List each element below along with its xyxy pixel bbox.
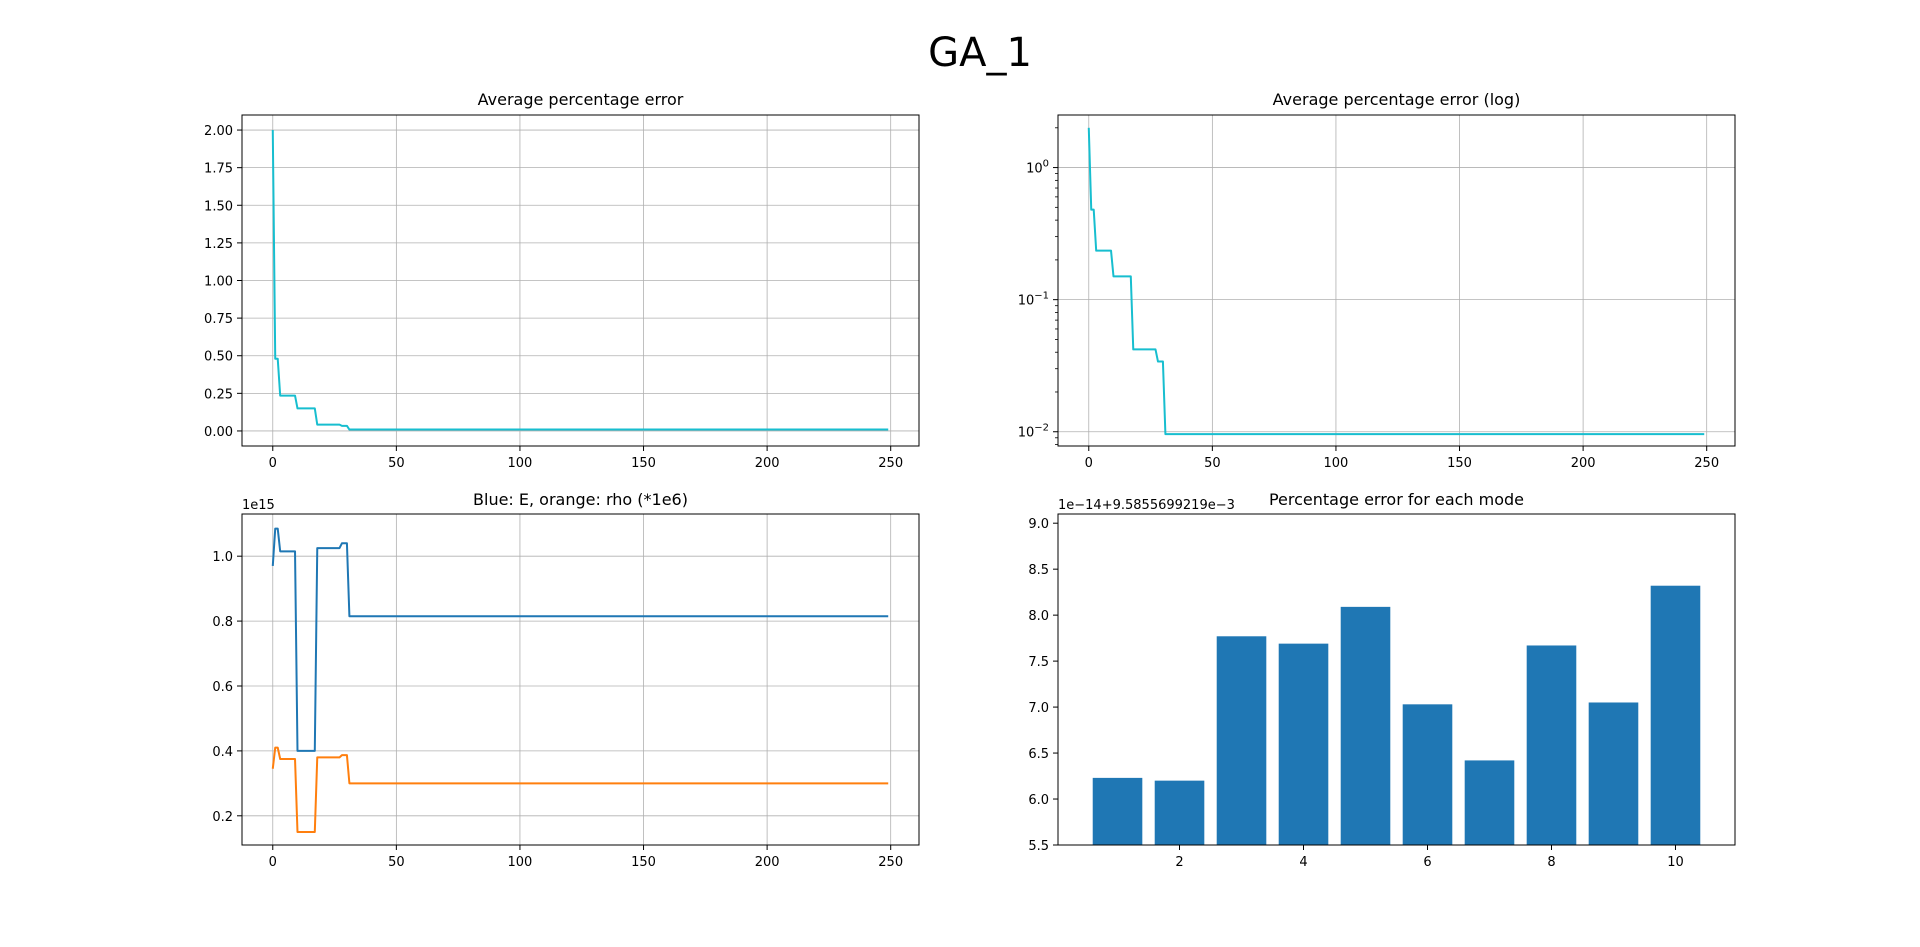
x-tick-label: 0 [1085,456,1093,471]
x-tick-label: 200 [755,456,780,471]
plot-percentage-error-each-mode: Percentage error for each mode 1e−14+9.5… [1028,490,1736,870]
plot-title: Blue: E, orange: rho (*1e6) [473,490,688,509]
bar [1216,636,1267,845]
series-line [1087,127,1705,436]
plot-title: Average percentage error [478,90,684,109]
y-tick-label: 100 [1026,159,1049,177]
x-tick-label: 150 [631,456,656,471]
y-tick-label: 0.4 [212,745,233,760]
y-tick-label: 0.2 [212,810,233,825]
y-tick-label: 0.6 [212,680,233,695]
y-tick-label: 1.50 [204,199,233,214]
y-tick-label: 1.0 [212,550,233,565]
x-tick-label: 50 [1204,456,1221,471]
axes-frame [241,513,920,846]
x-tick-label: 200 [755,855,780,870]
x-tick-label: 250 [1694,456,1719,471]
x-tick-label: 150 [631,855,656,870]
x-tick-label: 6 [1423,855,1431,870]
bar [1154,780,1205,845]
y-tick-label: 0.75 [204,312,233,327]
y-tick-label: 10−1 [1018,291,1049,309]
x-tick-label: 50 [388,456,405,471]
x-tick-label: 100 [508,855,533,870]
y-tick-label: 5.5 [1028,839,1049,854]
x-tick-label: 200 [1571,456,1596,471]
plot-average-percentage-error: Average percentage error 0 50 100 150 200 250… [204,90,920,471]
series-line [271,527,889,752]
x-tick-label: 2 [1175,855,1183,870]
y-tick-label: 0.25 [204,387,233,402]
bar [1092,777,1143,845]
y-tick-label: 0.00 [204,425,233,440]
bar [1464,760,1515,845]
y-tick-label: 8.0 [1028,609,1049,624]
plot-average-percentage-error-log: Average percentage error (log) 0 50 100 150… [1018,90,1736,471]
y-offset-label: 1e15 [242,498,275,513]
plot-e-and-rho: Blue: E, orange: rho (*1e6) 1e15 0 50 100 1… [212,490,920,870]
bar [1588,702,1639,845]
x-tick-label: 10 [1667,855,1684,870]
y-tick-label: 2.00 [204,124,233,139]
axes-frame [1057,513,1736,846]
x-tick-label: 100 [1324,456,1349,471]
x-tick-label: 150 [1447,456,1472,471]
y-tick-label: 1.25 [204,237,233,252]
y-offset-label: 1e−14+9.5855699219e−3 [1058,498,1235,513]
axes-frame [1057,114,1736,447]
x-tick-label: 8 [1547,855,1555,870]
plot-title: Percentage error for each mode [1269,490,1524,509]
bar [1402,704,1453,845]
bar [1340,606,1391,845]
x-tick-label: 50 [388,855,405,870]
y-tick-label: 10−2 [1018,423,1049,441]
series-line [271,746,889,834]
y-tick-label: 6.0 [1028,793,1049,808]
y-tick-label: 0.50 [204,350,233,365]
x-tick-label: 0 [269,855,277,870]
y-tick-label: 7.5 [1028,655,1049,670]
bar [1278,643,1329,845]
y-tick-label: 7.0 [1028,701,1049,716]
x-tick-label: 250 [878,855,903,870]
y-tick-label: 1.75 [204,162,233,177]
bar [1526,645,1577,845]
x-tick-label: 100 [508,456,533,471]
plot-title: Average percentage error (log) [1273,90,1521,109]
y-tick-label: 0.8 [212,615,233,630]
y-tick-label: 6.5 [1028,747,1049,762]
y-tick-label: 9.0 [1028,517,1049,532]
series-line [271,130,889,431]
x-tick-label: 0 [269,456,277,471]
y-tick-label: 8.5 [1028,563,1049,578]
bar [1650,585,1701,845]
figure-title: GA_1 [928,30,1032,76]
x-tick-label: 250 [878,456,903,471]
y-tick-label: 1.00 [204,275,233,290]
x-tick-label: 4 [1299,855,1307,870]
